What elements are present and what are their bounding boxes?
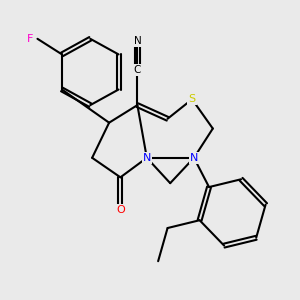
- Text: S: S: [188, 94, 196, 104]
- Text: C: C: [134, 65, 141, 75]
- Text: F: F: [27, 34, 34, 44]
- Text: N: N: [134, 36, 141, 46]
- Text: O: O: [116, 206, 125, 215]
- Text: N: N: [190, 153, 198, 163]
- Text: N: N: [142, 153, 151, 163]
